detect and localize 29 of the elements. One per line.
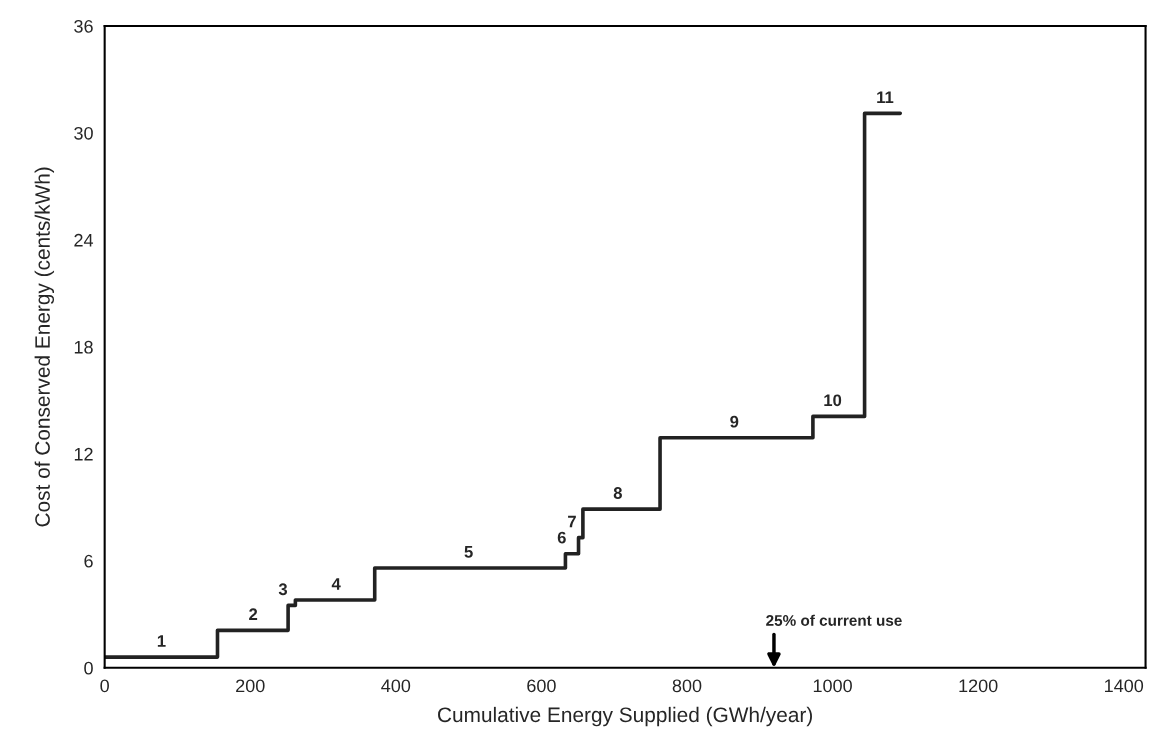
annotation: 7 <box>568 515 576 528</box>
y-axis-title: Cost of Conserved Energy (cents/kWh) <box>34 167 55 527</box>
annotation: 8 <box>613 487 622 499</box>
annotation: 10 <box>824 394 842 407</box>
y-tick-label: 30 <box>74 126 93 140</box>
annotation: 4 <box>331 578 341 590</box>
y-tick-label: 12 <box>74 447 93 461</box>
x-tick-label: 200 <box>236 679 265 693</box>
y-tick-label: 0 <box>84 661 93 675</box>
annotation: 5 <box>464 546 473 558</box>
annotation: 6 <box>557 531 566 544</box>
x-tick-label: 1400 <box>1105 679 1144 693</box>
annotation: 3 <box>278 583 288 596</box>
x-tick-label: 400 <box>381 679 411 693</box>
x-axis-title: Cumulative Energy Supplied (GWh/year) <box>438 706 812 727</box>
x-tick-label: 600 <box>527 679 556 693</box>
annotation: 2 <box>249 608 258 620</box>
x-tick-label: 1200 <box>959 679 998 693</box>
annotation: 25% of current use <box>766 614 902 626</box>
x-tick-label: 800 <box>672 679 702 693</box>
y-tick-label: 36 <box>74 19 93 33</box>
annotation: 1 <box>157 635 166 647</box>
y-tick-label: 18 <box>74 340 93 354</box>
annotation: 9 <box>730 415 739 428</box>
annotation: 11 <box>877 91 894 103</box>
x-tick-label: 1000 <box>813 679 852 693</box>
y-tick-label: 24 <box>74 233 94 247</box>
y-tick-label: 6 <box>84 554 93 568</box>
x-tick-label: 0 <box>100 679 109 693</box>
